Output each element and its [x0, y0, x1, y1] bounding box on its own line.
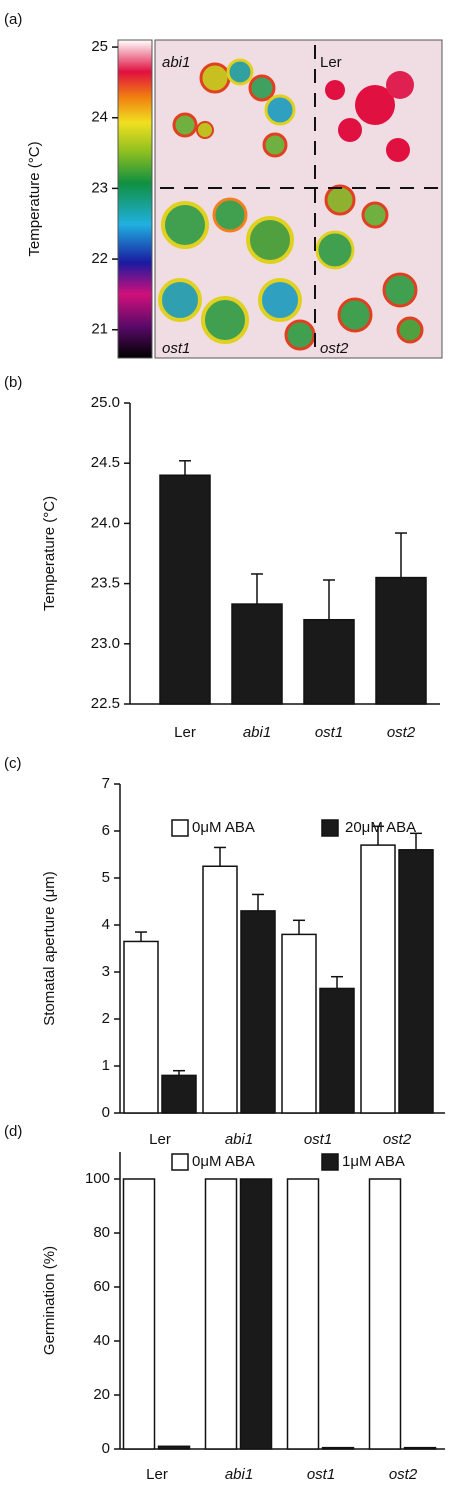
- bar: [303, 618, 355, 705]
- bar: [231, 603, 283, 705]
- bar: [204, 1178, 238, 1450]
- y-tick-label: 1: [102, 1057, 110, 1074]
- bar: [157, 1445, 191, 1450]
- x-tick-label: ost1: [315, 724, 343, 741]
- legend-swatch: [321, 819, 339, 837]
- panel-label: (d): [4, 1123, 22, 1140]
- x-tick-label: Ler: [146, 1466, 168, 1483]
- bar: [159, 474, 211, 705]
- x-tick-label: ost2: [387, 724, 416, 741]
- bar: [122, 1178, 156, 1450]
- bar: [360, 844, 396, 1114]
- y-tick-label: 7: [102, 775, 110, 792]
- x-tick-label: abi1: [225, 1131, 253, 1148]
- bar: [368, 1178, 402, 1450]
- y-tick-label: 23.5: [91, 575, 120, 592]
- y-tick-label: 3: [102, 963, 110, 980]
- y-tick-label: 2: [102, 1010, 110, 1027]
- bar: [240, 910, 276, 1114]
- y-tick-label: 24.5: [91, 454, 120, 471]
- bar: [281, 933, 317, 1114]
- y-tick-label: 60: [93, 1278, 110, 1295]
- y-axis-label: Temperature (°C): [26, 141, 43, 256]
- x-tick-label: Ler: [149, 1131, 171, 1148]
- legend-label: 20μM ABA: [345, 819, 416, 836]
- region-label: abi1: [162, 54, 190, 71]
- bar: [286, 1178, 320, 1450]
- panel-label: (a): [4, 11, 22, 28]
- y-tick-label: 22.5: [91, 695, 120, 712]
- region-label: ost1: [162, 340, 190, 357]
- y-tick-label: 22: [91, 250, 108, 267]
- y-tick-label: 6: [102, 822, 110, 839]
- y-tick-label: 0: [102, 1440, 110, 1457]
- x-tick-label: ost2: [389, 1466, 418, 1483]
- bar: [403, 1446, 437, 1450]
- y-tick-label: 5: [102, 869, 110, 886]
- x-tick-label: abi1: [243, 724, 271, 741]
- x-tick-label: ost1: [307, 1466, 335, 1483]
- legend-label: 1μM ABA: [342, 1153, 405, 1170]
- region-label: ost2: [320, 340, 349, 357]
- panel-label: (b): [4, 374, 22, 391]
- legend-swatch: [171, 819, 189, 837]
- y-axis-label: Germination (%): [41, 1246, 58, 1355]
- y-tick-label: 21: [91, 321, 108, 338]
- plants: [158, 58, 424, 351]
- y-tick-label: 20: [93, 1386, 110, 1403]
- bar: [398, 849, 434, 1114]
- bar: [319, 987, 355, 1114]
- x-tick-label: abi1: [225, 1466, 253, 1483]
- legend-swatch: [321, 1153, 339, 1171]
- bar: [161, 1074, 197, 1114]
- x-tick-label: ost1: [304, 1131, 332, 1148]
- y-tick-label: 24.0: [91, 514, 120, 531]
- bar: [321, 1446, 355, 1450]
- y-axis-label: Temperature (°C): [41, 496, 58, 611]
- panel-label: (c): [4, 755, 22, 772]
- y-tick-label: 25: [91, 38, 108, 55]
- bar: [239, 1178, 273, 1450]
- y-tick-label: 25.0: [91, 394, 120, 411]
- x-tick-label: ost2: [383, 1131, 412, 1148]
- bar: [123, 940, 159, 1114]
- y-tick-label: 100: [85, 1170, 110, 1187]
- y-tick-label: 80: [93, 1224, 110, 1241]
- y-tick-label: 23: [91, 179, 108, 196]
- y-tick-label: 0: [102, 1104, 110, 1121]
- region-label: Ler: [320, 54, 342, 71]
- bar: [202, 865, 238, 1114]
- y-tick-label: 23.0: [91, 635, 120, 652]
- y-tick-label: 40: [93, 1332, 110, 1349]
- bar: [375, 576, 427, 705]
- legend-swatch: [171, 1153, 189, 1171]
- legend-label: 0μM ABA: [192, 1153, 255, 1170]
- y-tick-label: 24: [91, 109, 108, 126]
- y-tick-label: 4: [102, 916, 110, 933]
- colorbar: [117, 39, 153, 359]
- y-axis-label: Stomatal aperture (μm): [41, 871, 58, 1026]
- thermal-image: [117, 39, 443, 359]
- legend-label: 0μM ABA: [192, 819, 255, 836]
- x-tick-label: Ler: [174, 724, 196, 741]
